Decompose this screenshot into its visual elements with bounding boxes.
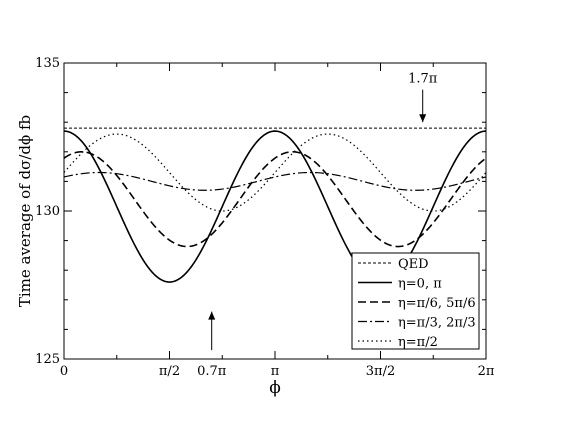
legend-label-3: η=π/3, 2π/3 bbox=[398, 316, 476, 331]
annotation-arrowhead-0 bbox=[419, 114, 427, 123]
x-tick-label: π bbox=[271, 364, 280, 379]
axis-ticks bbox=[63, 62, 487, 360]
x-tick-label: 0 bbox=[60, 364, 68, 379]
series-line-3 bbox=[63, 171, 487, 191]
series-line-4 bbox=[63, 133, 487, 212]
x-tick-label: 3π/2 bbox=[366, 364, 395, 379]
series-line-1 bbox=[63, 130, 487, 283]
legend-label-0: QED bbox=[398, 257, 429, 272]
annotation-arrowhead-1 bbox=[208, 311, 216, 320]
y-tick-label: 125 bbox=[35, 352, 60, 367]
series-layer bbox=[63, 127, 487, 283]
legend-label-4: η=π/2 bbox=[398, 335, 438, 350]
y-tick-label: 130 bbox=[35, 204, 60, 219]
legend: QED η=0, π η=π/6, 5π/6 η=π/3, 2π/3 η=π/2 bbox=[351, 252, 480, 350]
y-axis-label: Time average of dσ/dϕ fb bbox=[16, 115, 34, 307]
x-tick-label: 2π bbox=[478, 364, 495, 379]
x-extra-tick-label: 0.7π bbox=[197, 364, 227, 379]
x-axis-label: ϕ bbox=[269, 378, 281, 398]
annotations: 1.7π bbox=[208, 72, 438, 351]
legend-label-2: η=π/6, 5π/6 bbox=[398, 296, 476, 311]
legend-items: QED η=0, π η=π/6, 5π/6 η=π/3, 2π/3 η=π/2 bbox=[358, 257, 476, 350]
y-tick-label: 135 bbox=[35, 56, 60, 71]
legend-box bbox=[351, 252, 480, 350]
legend-label-1: η=0, π bbox=[398, 277, 442, 292]
x-tick-label: π/2 bbox=[159, 364, 180, 379]
tick-labels: 0 π/2 π 3π/2 2π 0.7π 125 130 135 bbox=[35, 56, 495, 379]
series-line-2 bbox=[63, 151, 487, 248]
annotation-label-0: 1.7π bbox=[408, 72, 438, 87]
